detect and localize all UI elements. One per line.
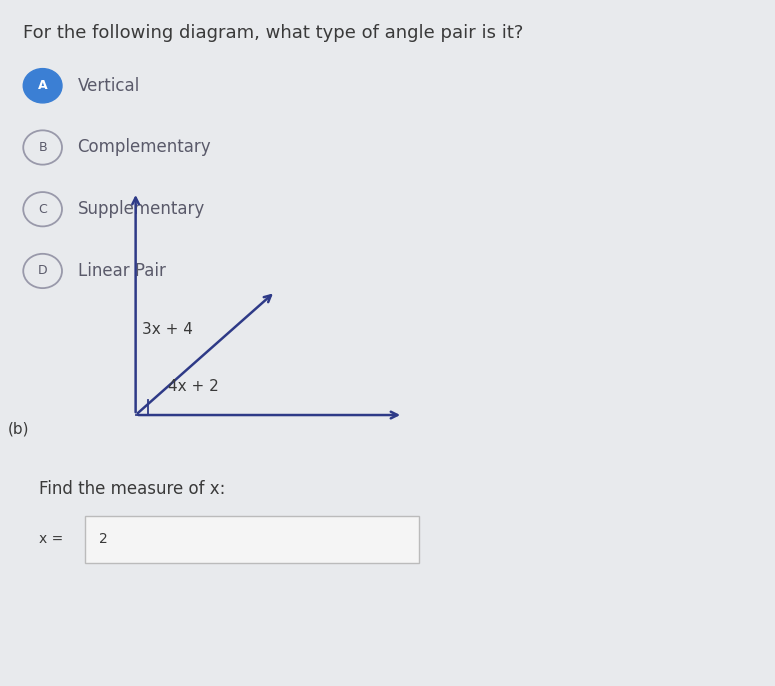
Text: A: A xyxy=(38,80,47,92)
Text: 2: 2 xyxy=(99,532,108,546)
Text: Find the measure of x:: Find the measure of x: xyxy=(39,480,225,498)
Text: For the following diagram, what type of angle pair is it?: For the following diagram, what type of … xyxy=(23,24,524,42)
FancyBboxPatch shape xyxy=(85,516,419,563)
Text: 4x + 2: 4x + 2 xyxy=(168,379,219,394)
Text: C: C xyxy=(38,203,47,215)
Text: D: D xyxy=(38,265,47,277)
Circle shape xyxy=(23,192,62,226)
Text: B: B xyxy=(38,141,47,154)
Text: Linear Pair: Linear Pair xyxy=(78,262,165,280)
Circle shape xyxy=(23,69,62,103)
Circle shape xyxy=(23,254,62,288)
Circle shape xyxy=(23,130,62,165)
Text: Complementary: Complementary xyxy=(78,139,211,156)
Text: Supplementary: Supplementary xyxy=(78,200,205,218)
Text: Vertical: Vertical xyxy=(78,77,140,95)
Text: x =: x = xyxy=(39,532,63,545)
Text: (b): (b) xyxy=(8,422,29,437)
Text: 3x + 4: 3x + 4 xyxy=(142,322,193,337)
